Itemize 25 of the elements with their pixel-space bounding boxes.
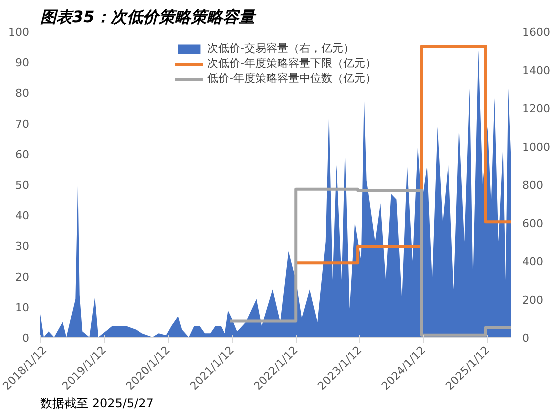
y-tick-label: 20 bbox=[16, 270, 30, 284]
legend-label: 次低价-年度策略容量下限（亿元） bbox=[208, 56, 376, 71]
legend-label: 低价-年度策略容量中位数（亿元） bbox=[208, 71, 376, 86]
y-tick-label: 80 bbox=[16, 87, 30, 100]
y-tick-label: 60 bbox=[16, 148, 30, 162]
y2-tick-label: 1000 bbox=[522, 140, 550, 154]
y2-tick-label: 1600 bbox=[522, 26, 550, 39]
y-tick-label: 30 bbox=[16, 240, 30, 254]
y-tick-label: 40 bbox=[16, 210, 30, 223]
chart-title: 图表35：次低价策略策略容量 bbox=[40, 8, 257, 26]
y-tick-label: 90 bbox=[16, 56, 30, 70]
y2-tick-label: 1400 bbox=[522, 64, 550, 78]
y2-tick-label: 400 bbox=[522, 256, 544, 268]
y2-tick-label: 600 bbox=[522, 217, 544, 230]
y-tick-label: 10 bbox=[16, 301, 30, 314]
text: 数据截至 2025/5/27 bbox=[40, 396, 154, 410]
y2-tick-label: 800 bbox=[522, 179, 544, 192]
y-tick-label: 100 bbox=[8, 26, 30, 39]
legend-label: 次低价-交易容量（右，亿元） bbox=[208, 41, 354, 56]
y-tick-label: 0 bbox=[22, 332, 30, 345]
y2-tick-label: 200 bbox=[522, 294, 544, 307]
y-tick-label: 50 bbox=[16, 179, 30, 192]
y2-tick-label: 1200 bbox=[522, 102, 550, 116]
y2-tick-label: 0 bbox=[522, 332, 530, 345]
y-tick-label: 70 bbox=[16, 118, 30, 131]
